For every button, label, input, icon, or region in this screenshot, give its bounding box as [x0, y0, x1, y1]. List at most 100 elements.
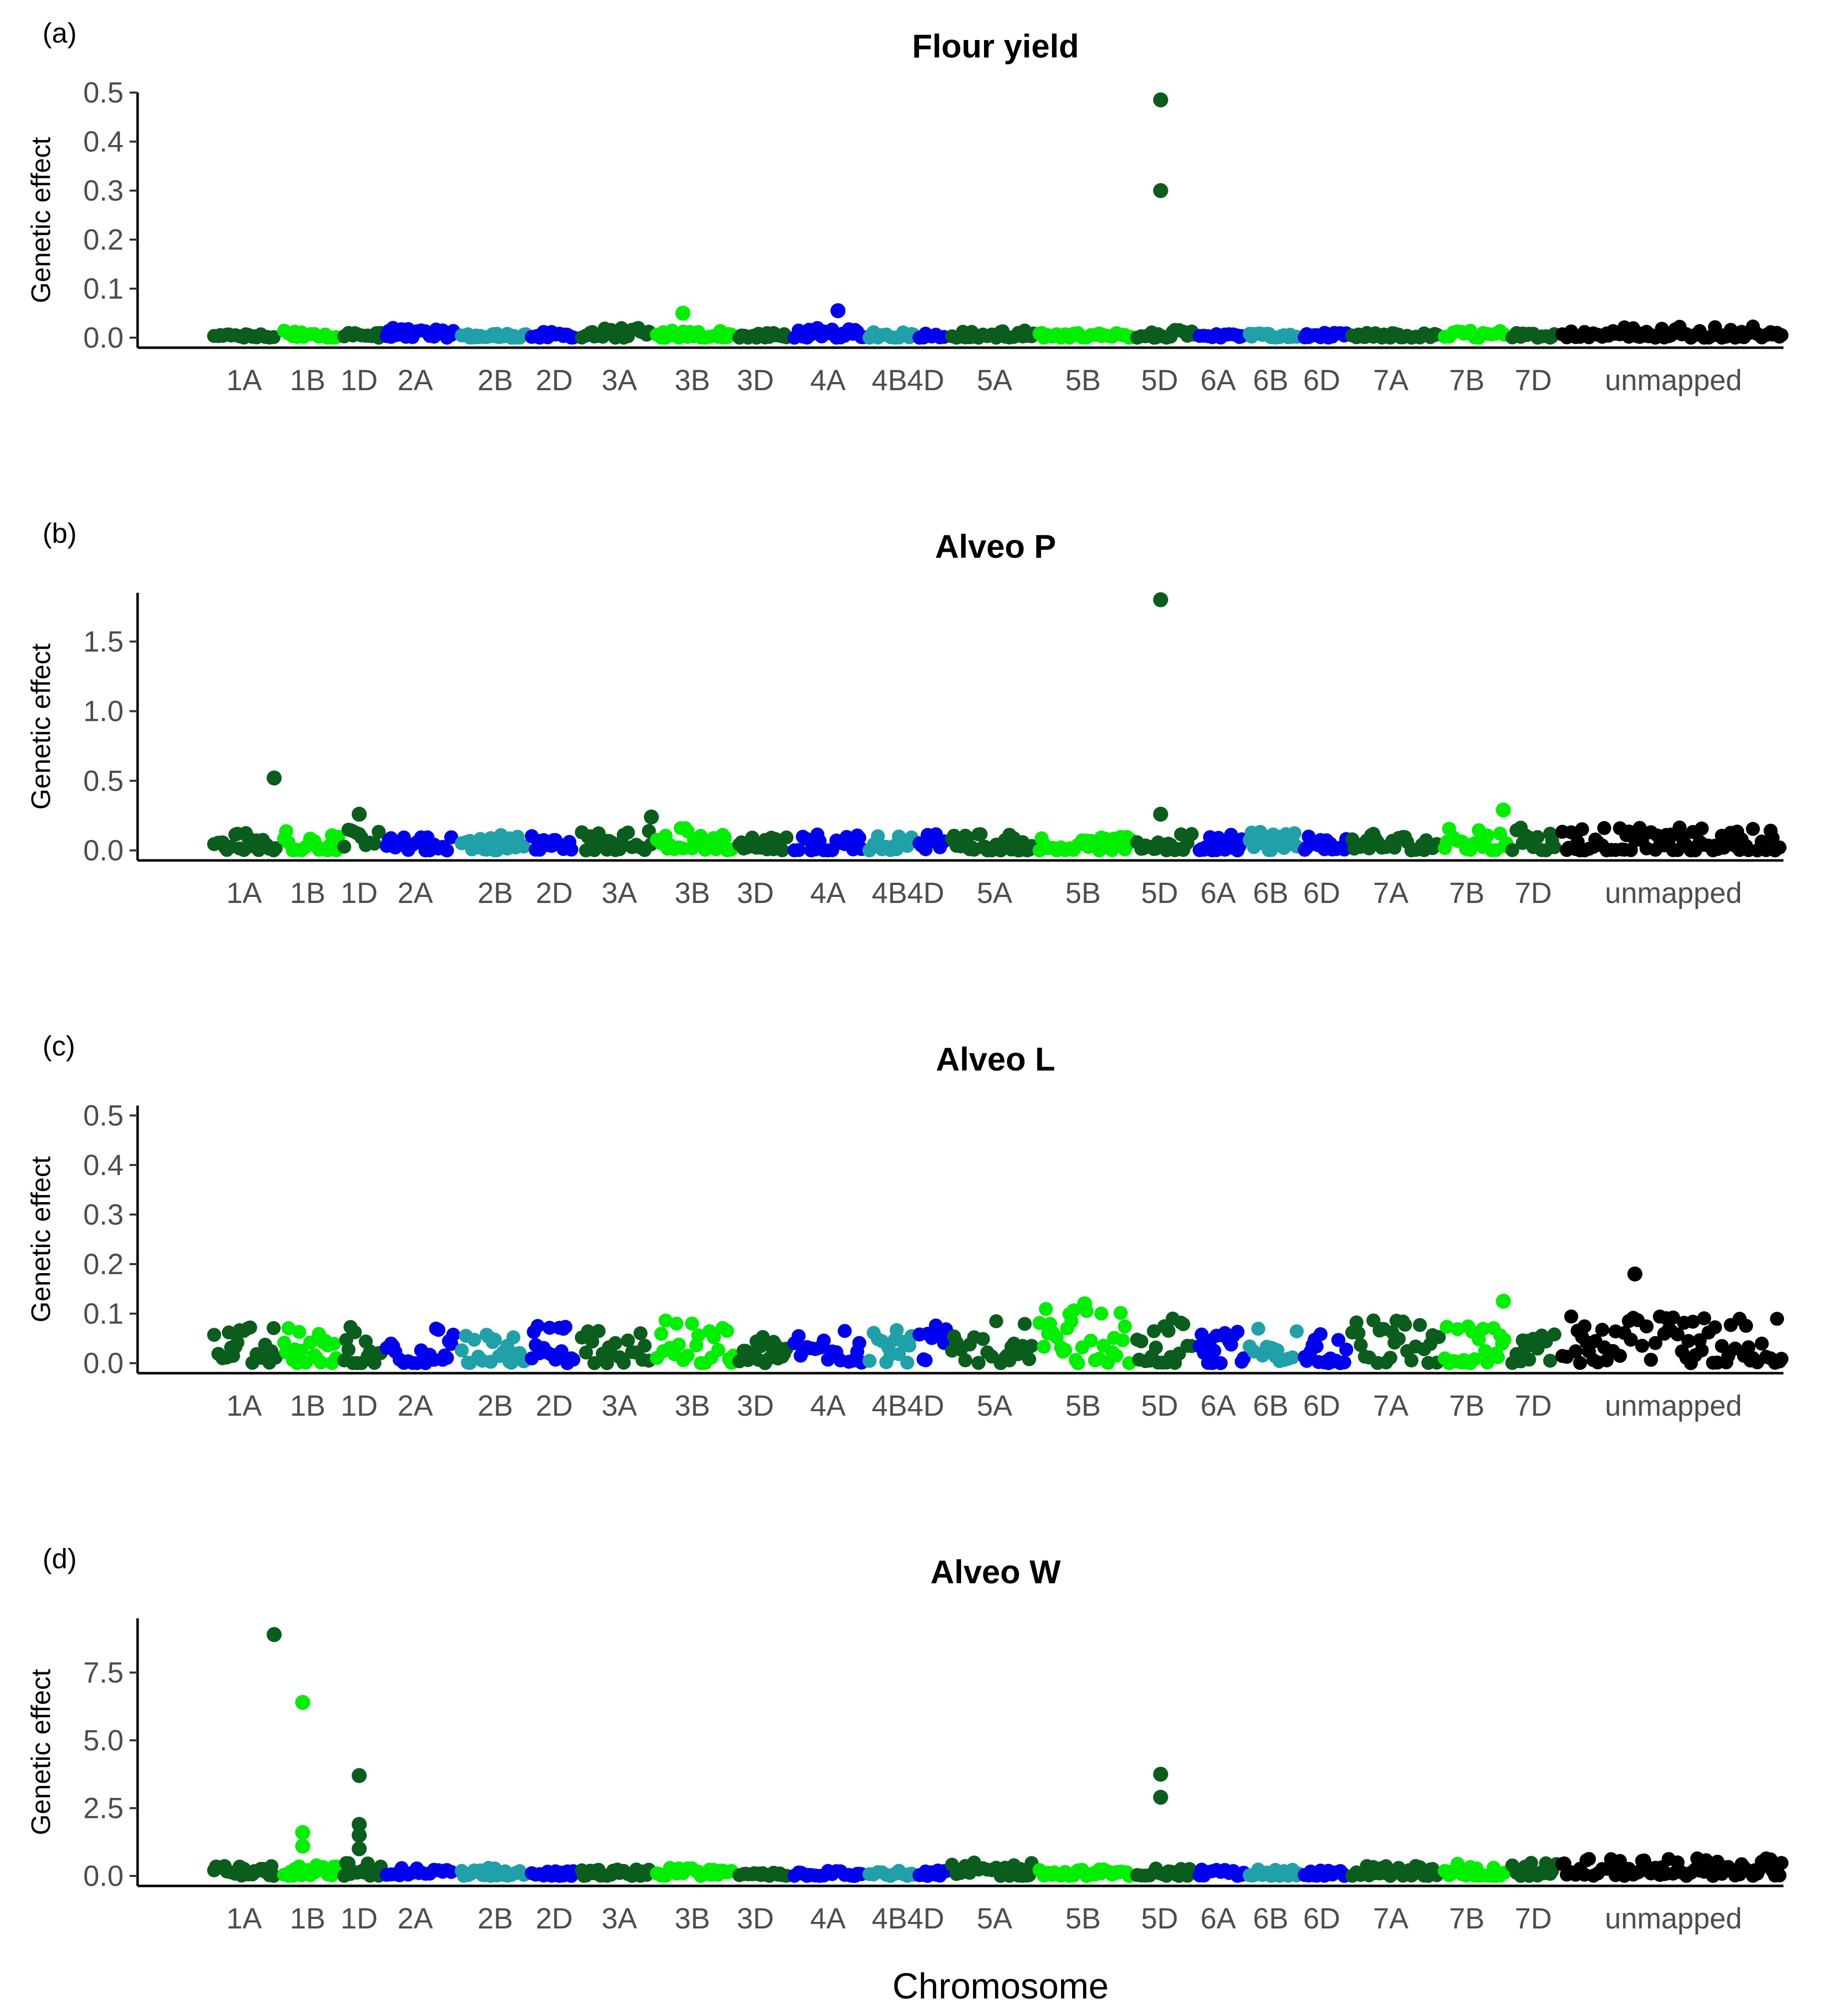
marker-point	[1285, 1350, 1300, 1365]
x-tick-label: 3A	[602, 1390, 637, 1422]
x-tick-label: 1D	[341, 1902, 378, 1935]
x-tick-label: 4B4D	[871, 364, 944, 397]
marker-point	[1568, 1344, 1583, 1359]
x-tick-label: 7D	[1515, 877, 1552, 909]
y-tick-label: 0.2	[83, 224, 124, 256]
panel-a: (a) Flour yield Genetic effect 0.0 0.1 0.2 0.3…	[26, 17, 1788, 397]
panel-label: (c)	[43, 1030, 75, 1062]
scatter-points	[207, 1851, 1788, 1883]
peak-point	[352, 1768, 367, 1783]
marker-point	[1440, 1320, 1454, 1334]
y-tick-label: 0.0	[83, 1860, 124, 1892]
marker-point	[989, 1314, 1004, 1329]
y-tick-label: 0.3	[83, 1199, 124, 1231]
marker-point	[269, 1350, 283, 1365]
marker-point	[1058, 1343, 1073, 1357]
marker-point	[1708, 1320, 1722, 1335]
x-tick-label: 5B	[1066, 364, 1101, 397]
scatter-points	[207, 820, 1786, 857]
marker-point	[267, 330, 281, 344]
y-tick-label: 0.3	[83, 175, 124, 207]
marker-point	[958, 1353, 973, 1368]
x-tick-label: 6A	[1201, 1902, 1236, 1935]
marker-point	[1575, 822, 1589, 836]
marker-point	[706, 1330, 721, 1345]
marker-point	[517, 839, 531, 854]
marker-point	[1383, 1351, 1398, 1365]
marker-point	[1505, 843, 1519, 857]
marker-point	[1313, 1327, 1328, 1341]
x-tick-label: 5D	[1141, 1902, 1178, 1935]
y-tick-label: 0.4	[83, 1149, 124, 1182]
peak-point	[1077, 1296, 1092, 1312]
marker-point	[1770, 1312, 1784, 1326]
marker-point	[1094, 1306, 1109, 1321]
marker-point	[1739, 1319, 1753, 1333]
marker-point	[587, 843, 602, 857]
marker-point	[1685, 1315, 1700, 1329]
x-tick-label: 5B	[1066, 1390, 1101, 1422]
marker-point	[691, 1328, 705, 1343]
x-tick-label: 3B	[675, 1902, 710, 1935]
x-tick-label: 3A	[602, 1902, 637, 1935]
peak-point	[644, 809, 659, 825]
marker-point	[1524, 1855, 1538, 1870]
marker-point	[1694, 1343, 1709, 1358]
panel-b: (b) Alveo P Genetic effect 0.0 0.5 1.0 1.5 1A 1B…	[26, 517, 1786, 909]
x-tick-label: 1A	[227, 1390, 262, 1422]
y-tick-label: 1.0	[83, 695, 124, 728]
marker-point	[1632, 821, 1647, 835]
marker-point	[446, 1328, 460, 1342]
marker-point	[1331, 1333, 1346, 1347]
marker-point	[779, 830, 793, 845]
y-tick-label: 1.5	[83, 625, 124, 658]
marker-point	[720, 1324, 734, 1338]
x-tick-label: 3A	[602, 364, 637, 397]
marker-point	[1366, 1313, 1381, 1328]
marker-point	[587, 1356, 602, 1370]
marker-point	[207, 1328, 221, 1342]
marker-point	[1033, 1316, 1047, 1330]
x-tick-label: 5D	[1141, 1390, 1178, 1422]
marker-point	[292, 1325, 306, 1339]
marker-point	[230, 1335, 245, 1350]
marker-point	[1763, 1852, 1778, 1866]
marker-point	[1349, 1315, 1364, 1330]
marker-point	[314, 1355, 328, 1370]
marker-point	[1207, 1344, 1222, 1358]
marker-point	[1772, 840, 1786, 855]
x-tick-label: 3D	[737, 1902, 774, 1935]
marker-point	[267, 1321, 281, 1335]
x-tick-label: 7B	[1449, 1390, 1485, 1422]
x-tick-label: 2B	[478, 1902, 513, 1935]
x-tick-label: 1A	[227, 364, 262, 397]
x-tick-label: 2B	[478, 364, 513, 397]
marker-point	[1251, 1322, 1266, 1336]
marker-point	[1309, 1339, 1324, 1354]
marker-point	[303, 1335, 317, 1350]
scatter-points	[207, 319, 1788, 345]
y-tick-label: 0.4	[83, 126, 124, 158]
marker-point	[972, 1356, 986, 1370]
x-tick-label: 4B4D	[871, 1390, 944, 1422]
marker-point	[1176, 1317, 1191, 1332]
marker-point	[1067, 1303, 1081, 1318]
marker-point	[554, 1344, 569, 1359]
peak-point	[352, 1841, 367, 1856]
marker-point	[1476, 1322, 1490, 1336]
scatter-points	[207, 1302, 1788, 1370]
peak-point	[295, 1695, 310, 1710]
x-tick-label: 6D	[1303, 877, 1340, 909]
x-tick-label: 2A	[398, 877, 433, 909]
marker-point	[976, 1332, 990, 1346]
marker-point	[1149, 1340, 1163, 1355]
x-tick-label: 2A	[398, 1902, 433, 1935]
x-tick-label: 6A	[1201, 877, 1236, 909]
marker-point	[1694, 821, 1709, 836]
peak-point	[830, 303, 845, 319]
x-tick-label: 2D	[536, 1902, 573, 1935]
peak-point	[1153, 806, 1168, 822]
marker-point	[1547, 1327, 1561, 1342]
x-tick-label: 3D	[737, 1390, 774, 1422]
marker-point	[1648, 1336, 1662, 1350]
